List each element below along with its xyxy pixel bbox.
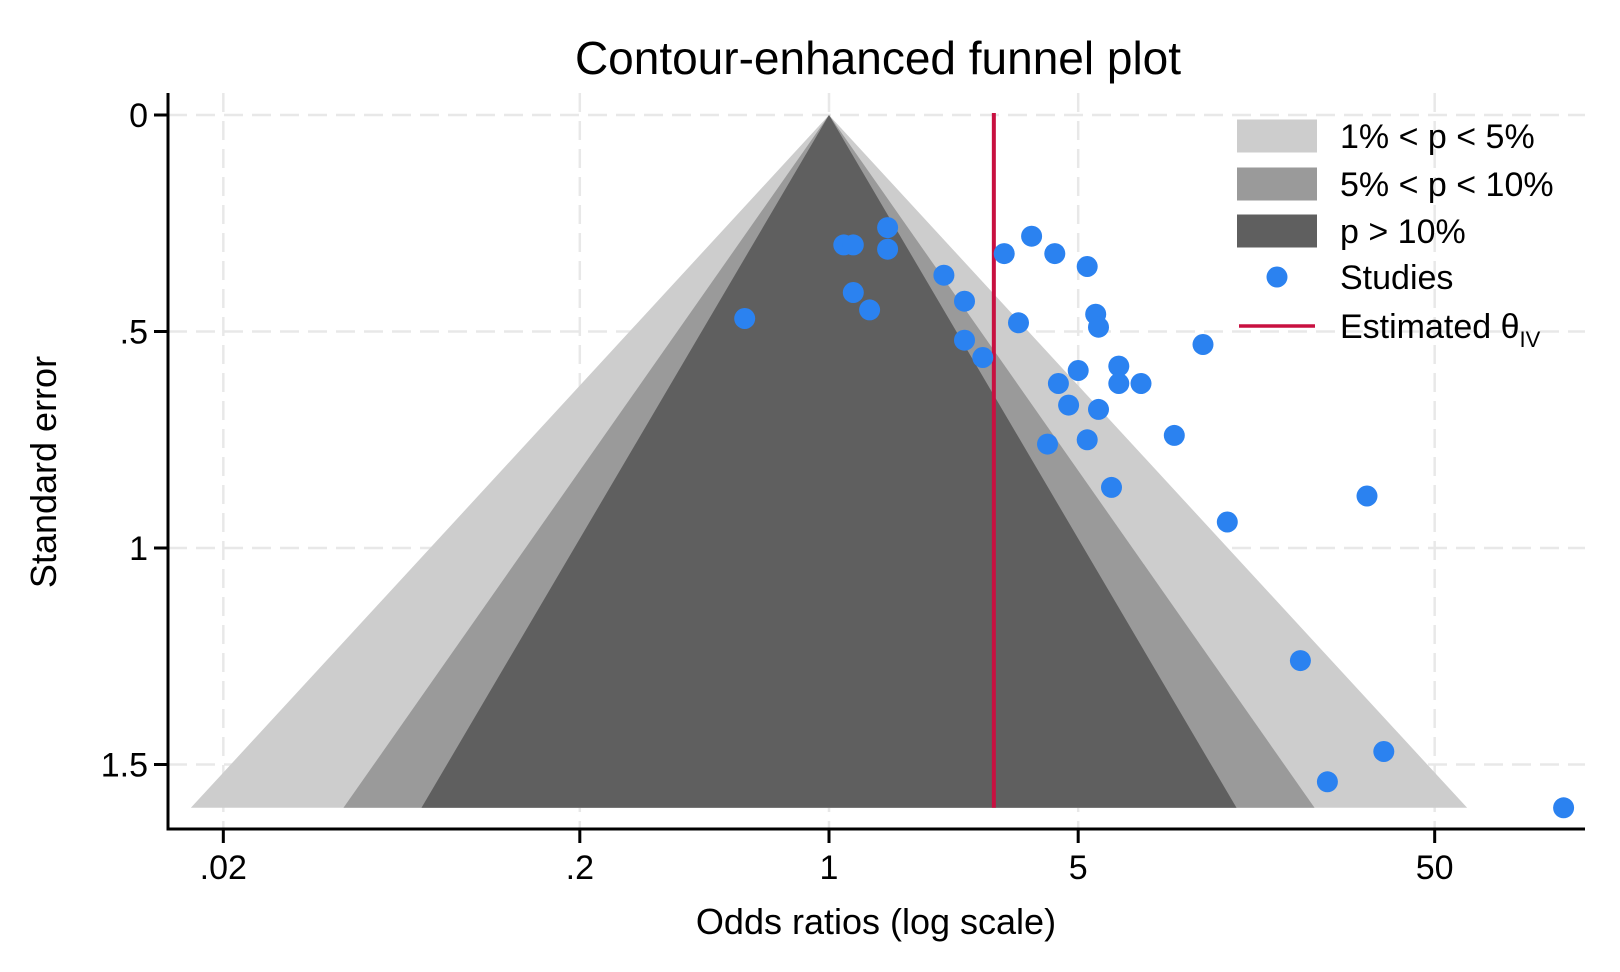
study-point — [734, 308, 756, 329]
legend-label: p > 10% — [1340, 213, 1466, 251]
x-tick-label: 50 — [1416, 849, 1454, 887]
study-point — [1021, 225, 1043, 247]
y-tick-label: .5 — [120, 314, 148, 352]
study-point — [1108, 373, 1130, 394]
study-point — [1076, 256, 1098, 277]
legend: 1% < p < 5% 5% < p < 10% p > 10% Studies Est… — [1237, 118, 1554, 352]
study-point — [1553, 797, 1575, 819]
study-point — [1047, 373, 1069, 394]
y-axis-title: Standard error — [23, 356, 64, 588]
study-point — [1044, 243, 1066, 265]
y-tick-label: 1 — [129, 530, 148, 568]
study-point — [842, 282, 864, 303]
study-point — [1356, 485, 1378, 507]
contour-region-2 — [421, 115, 1237, 808]
chart-title: Contour-enhanced funnel plot — [575, 32, 1181, 84]
study-point — [1037, 433, 1058, 455]
x-tick-label: .2 — [566, 849, 594, 887]
study-point — [1130, 373, 1152, 394]
study-point — [1088, 316, 1109, 338]
study-point — [859, 299, 881, 321]
study-point — [954, 290, 975, 312]
study-point — [1373, 741, 1395, 762]
study-point — [954, 329, 975, 351]
legend-studies-marker — [1266, 266, 1288, 288]
study-point — [1216, 511, 1238, 533]
study-point — [877, 217, 899, 239]
legend-label: 1% < p < 5% — [1340, 118, 1535, 156]
study-point — [1101, 476, 1122, 498]
x-tick-label: .02 — [200, 849, 247, 887]
legend-label-subscript: IV — [1520, 327, 1541, 352]
study-point — [1192, 334, 1214, 355]
y-tick-label: 1.5 — [101, 747, 148, 785]
study-point — [933, 264, 955, 286]
study-point — [1088, 398, 1109, 420]
y-tick-label: 0 — [129, 97, 148, 135]
study-point — [1289, 650, 1311, 672]
study-point — [972, 347, 994, 368]
legend-label: Studies — [1340, 259, 1453, 297]
legend-swatch-1 — [1237, 167, 1317, 201]
study-point — [842, 234, 864, 256]
study-point — [1067, 360, 1089, 381]
x-tick-label: 5 — [1069, 849, 1088, 887]
study-point — [1008, 312, 1029, 334]
study-point — [1058, 394, 1080, 416]
legend-label: 5% < p < 10% — [1340, 166, 1554, 204]
study-point — [877, 238, 899, 260]
funnel-contours — [190, 115, 1468, 808]
legend-swatch-2 — [1237, 214, 1317, 248]
x-axis-title: Odds ratios (log scale) — [696, 901, 1056, 942]
legend-label: Estimated θIV — [1340, 308, 1541, 352]
study-point — [993, 243, 1015, 265]
study-points — [734, 217, 1575, 819]
study-point — [1163, 424, 1185, 446]
axes: 0 .5 1 1.5 .02 .2 1 5 50 — [101, 93, 1585, 887]
study-point — [1108, 355, 1130, 377]
x-tick-label: 1 — [820, 849, 839, 887]
study-point — [1076, 429, 1098, 451]
study-point — [1316, 771, 1338, 793]
legend-swatch-0 — [1237, 119, 1317, 153]
